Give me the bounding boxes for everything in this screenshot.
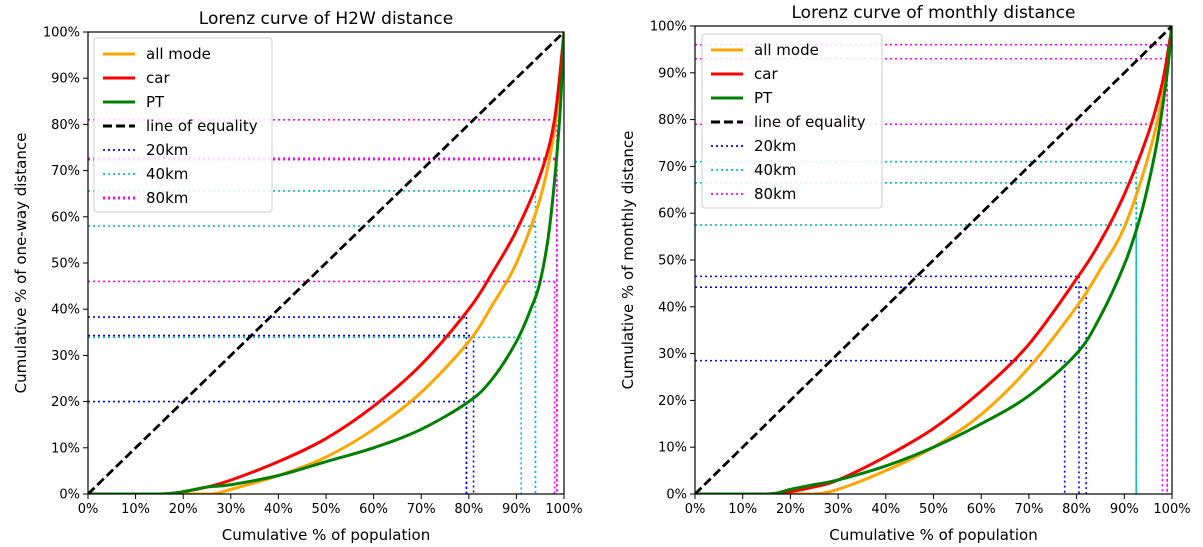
monthly-legend-label-6: 80km [754, 185, 796, 203]
monthly-y-tick-label-2: 20% [658, 394, 687, 409]
monthly-y-axis-label: Cumulative % of monthly distance [619, 131, 637, 390]
h2w-legend-label-0: all mode [146, 45, 211, 63]
monthly-y-tick-label-1: 10% [658, 441, 687, 456]
monthly-y-tick-label-7: 70% [658, 160, 687, 175]
h2w-y-tick-label-8: 80% [51, 118, 80, 133]
monthly-legend: all mode car PT line of equality 20km 40km 80k… [702, 34, 882, 208]
h2w-x-tick-label-2: 20% [169, 502, 198, 517]
monthly-legend-label-2: PT [754, 89, 773, 107]
monthly-y-tick-label-9: 90% [658, 66, 687, 81]
monthly-y-tick-label-4: 40% [658, 300, 687, 315]
h2w-x-axis-label: Cumulative % of population [222, 526, 430, 544]
monthly-x-tick-label-0: 0% [685, 502, 706, 517]
h2w-lorenz-chart: 0% 10% 20% 30% 40% 50% 60% 70% 80% 90% 100% 0% 10% 20… [12, 9, 583, 544]
monthly-x-tick-label-4: 40% [871, 502, 900, 517]
h2w-x-tick-label-1: 10% [121, 502, 150, 517]
h2w-y-tick-label-4: 40% [51, 303, 80, 318]
h2w-legend-label-3: line of equality [146, 117, 258, 135]
monthly-x-tick-label-6: 60% [967, 502, 996, 517]
monthly-x-tick-label-3: 30% [824, 502, 853, 517]
h2w-x-tick-label-10: 100% [545, 502, 582, 517]
monthly-x-tick-label-2: 20% [776, 502, 805, 517]
monthly-legend-label-0: all mode [754, 41, 819, 59]
h2w-x-tick-label-3: 30% [216, 502, 245, 517]
monthly-x-tick-label-1: 10% [728, 502, 757, 517]
h2w-y-tick-label-1: 10% [51, 441, 80, 456]
monthly-x-tick-label-7: 70% [1014, 502, 1043, 517]
h2w-y-tick-label-0: 0% [59, 488, 80, 503]
monthly-x-tick-label-5: 50% [919, 502, 948, 517]
h2w-y-tick-label-10: 100% [43, 26, 80, 41]
h2w-legend-label-2: PT [146, 93, 165, 111]
monthly-x-tick-label-10: 100% [1153, 502, 1190, 517]
h2w-y-tick-label-7: 70% [51, 164, 80, 179]
h2w-chart-title: Lorenz curve of H2W distance [199, 9, 453, 29]
h2w-x-tick-label-6: 60% [359, 502, 388, 517]
monthly-x-axis-label: Cumulative % of population [829, 526, 1037, 544]
h2w-x-tick-label-5: 50% [312, 502, 341, 517]
h2w-legend-label-4: 20km [146, 141, 188, 159]
h2w-y-axis-label: Cumulative % of one-way distance [12, 133, 30, 394]
h2w-y-tick-label-6: 60% [51, 210, 80, 225]
monthly-legend-label-4: 20km [754, 137, 796, 155]
h2w-y-tick-label-9: 90% [51, 72, 80, 87]
h2w-legend-label-6: 80km [146, 189, 188, 207]
monthly-y-tick-label-8: 80% [658, 113, 687, 128]
monthly-x-tick-label-9: 90% [1110, 502, 1139, 517]
monthly-x-tick-label-8: 80% [1062, 502, 1091, 517]
h2w-x-tick-label-0: 0% [78, 502, 99, 517]
monthly-legend-label-5: 40km [754, 161, 796, 179]
monthly-legend-label-1: car [754, 65, 778, 83]
monthly-legend-label-3: line of equality [754, 113, 866, 131]
monthly-y-tick-label-0: 0% [666, 488, 687, 503]
h2w-x-tick-label-7: 70% [407, 502, 436, 517]
h2w-x-tick-label-9: 90% [502, 502, 531, 517]
h2w-y-tick-label-2: 20% [51, 395, 80, 410]
monthly-y-tick-label-10: 100% [650, 20, 687, 35]
monthly-lorenz-chart: 0% 10% 20% 30% 40% 50% 60% 70% 80% 90% 100% 0% 10% 20… [619, 3, 1191, 544]
h2w-x-tick-label-8: 80% [454, 502, 483, 517]
h2w-x-tick-label-4: 40% [264, 502, 293, 517]
h2w-legend: all mode car PT line of equality 20km 40km 80k… [94, 38, 272, 212]
h2w-legend-label-1: car [146, 69, 170, 87]
monthly-chart-title: Lorenz curve of monthly distance [792, 3, 1076, 23]
h2w-legend-label-5: 40km [146, 165, 188, 183]
h2w-y-tick-label-3: 30% [51, 349, 80, 364]
monthly-y-tick-label-3: 30% [658, 347, 687, 362]
monthly-y-tick-label-6: 60% [658, 207, 687, 222]
h2w-y-tick-label-5: 50% [51, 257, 80, 272]
monthly-y-tick-label-5: 50% [658, 254, 687, 269]
